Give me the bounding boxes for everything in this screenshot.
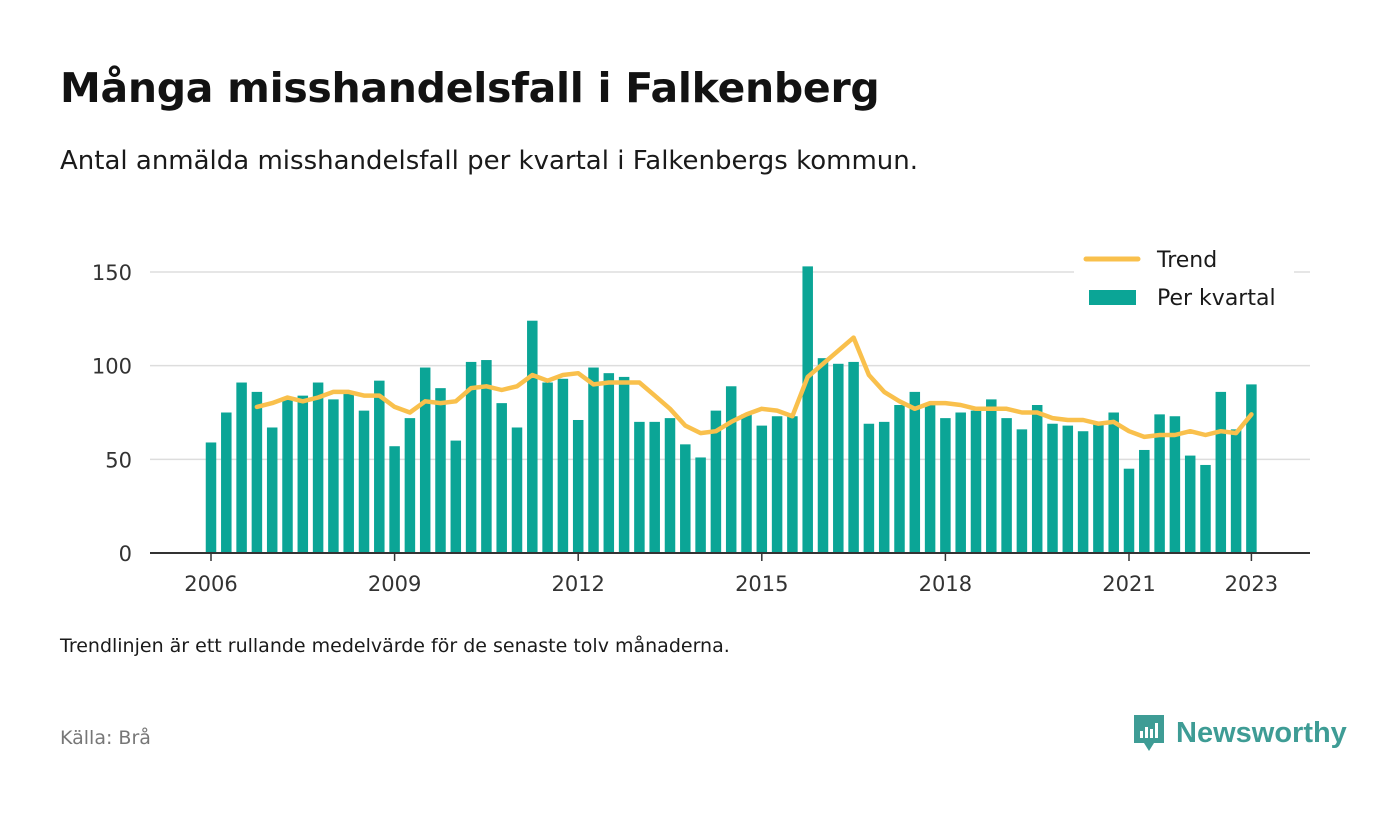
bar-38 [787,416,798,553]
bar-21 [527,320,538,553]
bar-44 [878,421,890,553]
x-tick-label-2009: 2009 [368,572,421,596]
bar-29 [649,421,660,553]
bar-59 [1108,412,1119,553]
trend-line [254,335,1254,440]
bar-22 [542,382,553,553]
trend-series [254,335,1254,440]
newsworthy-wordmark: Newsworthy [1176,716,1347,749]
bar-53 [1016,429,1028,553]
newsworthy-logo[interactable]: Newsworthy [1132,712,1347,754]
chart-subtitle: Antal anmälda misshandelsfall per kvarta… [60,146,918,176]
bar-61 [1139,449,1150,553]
bar-28 [634,421,645,553]
bar-6 [297,395,309,553]
bar-50 [970,410,982,553]
bar-11 [374,380,385,553]
x-tick-label-2012: 2012 [551,572,604,596]
legend-bar-label: Per kvartal [1157,286,1276,311]
bar-14 [419,367,431,553]
bar-7 [312,382,324,553]
y-tick-label-50: 50 [105,448,132,472]
bar-68 [1246,384,1257,553]
x-tick-label-2015: 2015 [735,572,788,596]
bar-57 [1077,431,1089,553]
x-tick-label-2006: 2006 [184,572,237,596]
bar-47 [924,405,936,553]
bar-26 [603,373,615,553]
bar-18 [481,360,492,553]
bar-64 [1184,455,1196,553]
bar-36 [756,425,768,553]
bar-60 [1123,468,1135,553]
bar-34 [725,386,737,553]
bar-49 [955,412,966,553]
legend: Trend Per kvartal [1074,238,1294,318]
bar-8 [328,399,339,553]
y-tick-label-100: 100 [92,355,132,379]
bar-37 [771,416,783,553]
bar-5 [282,399,293,553]
newsworthy-logo-icon [1134,715,1164,751]
bar-16 [450,440,462,553]
y-tick-label-0: 0 [119,542,132,566]
bar-65 [1200,464,1211,553]
bar-40 [817,358,829,553]
bar-54 [1031,405,1043,553]
bar-chart: 0 50 100 150 2006 2009 2012 2015 2018 2021 2023 Tr… [91,238,1310,596]
legend-trend-label: Trend [1156,248,1217,273]
bar-2 [236,382,247,553]
x-tick-label-2023: 2023 [1225,572,1278,596]
chart-title: Många misshandelsfall i Falkenberg [60,64,880,112]
source-label: Källa: Brå [60,727,151,749]
bar-24 [572,419,584,553]
bar-12 [389,446,400,553]
bar-62 [1154,414,1165,553]
y-tick-label-150: 150 [92,261,132,285]
x-tick-label-2021: 2021 [1102,572,1155,596]
bar-39 [802,266,813,553]
bar-4 [266,427,278,553]
bar-52 [1001,418,1012,553]
bar-48 [940,418,951,553]
bar-43 [863,423,875,553]
bar-42 [848,361,859,553]
bar-66 [1215,391,1227,553]
trend-footnote: Trendlinjen är ett rullande medelvärde f… [60,635,730,657]
bar-0 [205,442,217,553]
bar-31 [680,444,691,553]
legend-bar-swatch [1089,290,1136,305]
bar-35 [741,414,752,553]
bar-15 [435,388,446,553]
bar-67 [1230,429,1242,553]
bar-56 [1062,425,1074,553]
bar-13 [404,418,416,553]
bar-27 [618,376,630,553]
bar-45 [894,405,905,553]
bar-3 [251,391,263,553]
bar-63 [1169,416,1181,553]
bar-19 [496,403,507,553]
x-tick-label-2018: 2018 [919,572,972,596]
bar-41 [833,363,844,553]
bar-1 [221,412,232,553]
bar-10 [358,410,370,553]
bar-32 [695,457,706,553]
bar-46 [909,391,921,553]
bar-23 [557,378,569,553]
bar-55 [1047,423,1058,553]
bar-20 [511,427,523,553]
bar-9 [343,393,354,553]
bar-51 [986,399,997,553]
bar-series-per-kvartal [205,266,1257,553]
axes: 0 50 100 150 2006 2009 2012 2015 2018 2021 2023 [92,261,1310,596]
bar-33 [710,410,722,553]
bar-58 [1093,423,1104,553]
bar-30 [664,418,676,553]
bar-25 [588,367,599,553]
bar-17 [465,361,477,553]
